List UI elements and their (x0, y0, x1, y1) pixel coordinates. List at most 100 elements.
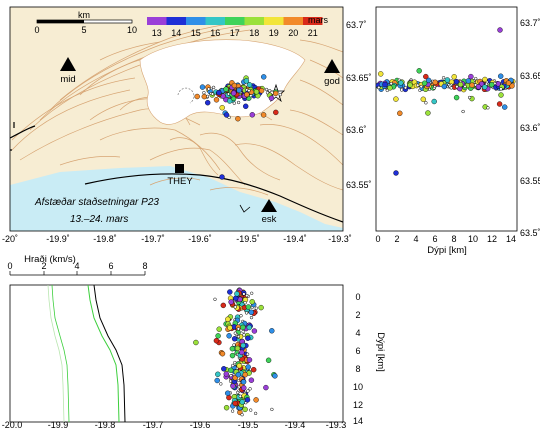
ld-y-tick: 0 (355, 292, 360, 302)
lon-depth-earthquake (230, 409, 235, 413)
station-label-THEY: THEY (167, 176, 193, 187)
map-earthquake (258, 87, 265, 94)
depth-lat-earthquake (426, 77, 432, 84)
station-god: god (324, 59, 340, 87)
depth-lat-earthquake (441, 83, 447, 90)
lon-depth-earthquake (269, 328, 275, 334)
lon-depth-earthquake (263, 384, 269, 391)
lon-depth-earthquake (245, 352, 250, 356)
depth-lat-earthquake (498, 92, 504, 98)
map-earthquake (236, 87, 242, 94)
legend-day-label: 13 (152, 28, 162, 38)
depth-lat-earthquake (482, 84, 488, 90)
legend-day-label: 16 (210, 28, 220, 38)
dl-x-tick: 6 (432, 234, 437, 244)
lon-depth-earthquake (248, 309, 255, 315)
scale-tick-0: 0 (34, 25, 39, 35)
depth-lat-earthquake (505, 80, 512, 86)
fissure (239, 204, 251, 213)
velocity-profile-s1 (51, 285, 70, 422)
lon-depth-earthquake (226, 333, 232, 339)
map-earthquake (202, 91, 206, 95)
velocity-ticks: 0 2 4 6 8 (7, 261, 148, 275)
velocity-tick: 2 (41, 261, 46, 271)
lon-depth-earthquake (244, 311, 249, 315)
map-earthquake (265, 91, 270, 95)
depth-lat-earthquake (497, 27, 503, 33)
map-earthquake (242, 103, 249, 110)
map-title: Afstæðar staðsetningar P23 (34, 197, 159, 208)
depth-lat-earthquake (474, 76, 478, 81)
lon-depth-earthquake (230, 383, 236, 389)
dl-x-tick: 2 (394, 234, 399, 244)
lon-depth-earthquake (239, 314, 243, 318)
map-earthquake (268, 89, 272, 93)
map-earthquake (244, 91, 250, 98)
velocity-tick: 6 (108, 261, 113, 271)
depth-lat-earthquake (449, 86, 453, 90)
ld-x-tick: -19.8 (95, 420, 116, 430)
depth-lat-earthquake (457, 81, 464, 88)
lon-depth-earthquake (235, 372, 242, 378)
lon-depth-earthquake (253, 411, 258, 416)
ld-x-tick: -19.9 (48, 420, 69, 430)
lon-depth-earthquake (250, 367, 257, 373)
depth-lat-earthquake (498, 73, 504, 79)
scale-tick-10: 10 (127, 25, 137, 35)
station-triangle (261, 199, 277, 212)
lon-depth-earthquake (223, 405, 230, 411)
map-lon-tick: -19.7˚ (141, 234, 165, 244)
map-earthquake (235, 115, 241, 122)
depth-lat-earthquake (387, 85, 393, 91)
depth-lat-earthquake (416, 83, 420, 87)
map-earthquake (232, 101, 236, 105)
lon-depth-earthquake (241, 330, 245, 334)
ld-x-tick: -19.7 (143, 420, 164, 430)
lon-depth-earthquakes (193, 287, 278, 417)
lon-depth-earthquake (229, 352, 236, 359)
lon-depth-earthquake (233, 331, 237, 335)
map-earthquake (223, 112, 230, 118)
lon-depth-earthquake (244, 397, 251, 403)
depth-lat-earthquake (475, 84, 482, 90)
depth-lat-earthquake (502, 104, 508, 110)
lon-depth-earthquake (193, 339, 199, 346)
depth-lat-earthquake (397, 110, 403, 117)
depth-lat-x-ticks: 0 2 4 6 8 10 12 14 (375, 234, 516, 244)
lon-depth-earthquake (234, 291, 240, 297)
dl-x-tick: 14 (506, 234, 516, 244)
lon-depth-earthquake (251, 328, 258, 334)
map-earthquakes (194, 74, 282, 180)
depth-lat-earthquake (451, 74, 457, 80)
lon-depth-earthquake (239, 349, 245, 356)
map-lat-ticks: 63.55˚ 63.6˚ 63.65˚ 63.7˚ (346, 20, 372, 190)
ld-x-tick: -19.5 (238, 420, 259, 430)
dl-x-tick: 10 (468, 234, 478, 244)
station-triangle (60, 57, 76, 71)
depth-lat-earthquake (403, 86, 408, 90)
map-earthquake (207, 87, 211, 91)
depth-lat-earthquake (441, 76, 446, 80)
depth-lat-earthquake (455, 85, 459, 89)
depth-lat-earthquake (482, 76, 488, 83)
dl-x-tick: 0 (375, 234, 380, 244)
lon-depth-earthquake (233, 305, 237, 309)
lon-depth-earthquake (226, 394, 232, 401)
dl-x-tick: 4 (413, 234, 418, 244)
map-earthquake (236, 100, 241, 105)
lon-depth-earthquake (240, 379, 247, 385)
legend-swatch-19 (264, 17, 284, 25)
dl-x-tick: 12 (487, 234, 497, 244)
color-legend-unit: mars (308, 15, 328, 25)
lon-depth-earthquake (227, 289, 233, 295)
map-lat-tick: 63.55˚ (346, 180, 372, 190)
lon-depth-earthquake (232, 400, 238, 407)
lon-depth-earthquake (250, 291, 254, 295)
lon-depth-earthquake (240, 324, 246, 331)
map-earthquake (230, 90, 237, 96)
map-lat-tick: 63.65˚ (346, 73, 372, 83)
depth-lat-panel: 0 2 4 6 8 10 12 14 Dýpi [km] 63.5˚ 63.55… (375, 6, 540, 256)
map-earthquake (211, 85, 216, 90)
depth-lat-earthquake (461, 109, 465, 114)
